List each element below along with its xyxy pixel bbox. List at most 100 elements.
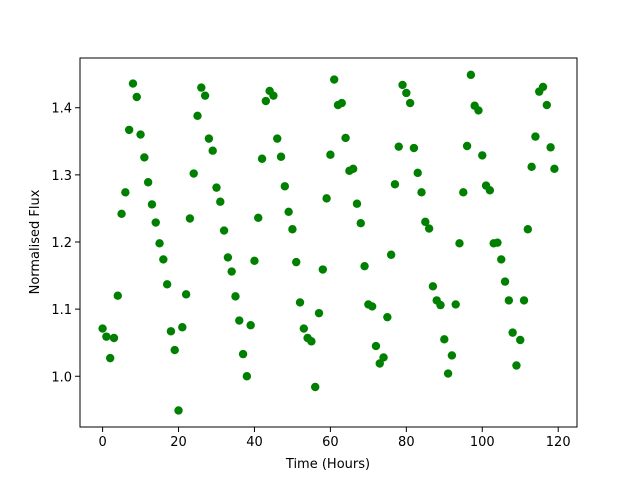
point (162, 280, 172, 289)
point (109, 333, 119, 343)
point (538, 82, 548, 92)
point (447, 351, 457, 360)
point (178, 323, 187, 332)
point (443, 369, 453, 378)
point (337, 98, 346, 108)
point (288, 225, 297, 234)
point (200, 91, 210, 100)
point (379, 353, 388, 362)
point (500, 277, 510, 286)
point (409, 143, 419, 153)
point (311, 382, 320, 392)
point (356, 219, 365, 228)
point (542, 100, 552, 110)
axes-frame (79, 57, 578, 428)
point (508, 328, 517, 337)
point (314, 308, 324, 318)
point (455, 239, 464, 248)
point (474, 106, 483, 115)
point (261, 96, 271, 106)
point (227, 267, 236, 276)
point (405, 98, 415, 108)
x-tick-label: 120 (546, 435, 571, 450)
point (155, 239, 164, 248)
point (208, 146, 217, 155)
point (424, 224, 434, 233)
point (398, 80, 407, 90)
point (504, 296, 514, 305)
point (390, 180, 400, 189)
point (117, 209, 126, 219)
point (546, 143, 555, 152)
point (212, 183, 221, 192)
point (329, 75, 339, 84)
point (516, 335, 525, 345)
point (269, 91, 278, 100)
point (174, 406, 183, 415)
point (216, 197, 225, 206)
point (121, 188, 130, 197)
point (235, 316, 244, 325)
point (159, 255, 168, 264)
point (512, 361, 521, 370)
y-axis-label: Normalised Flux (28, 189, 43, 294)
point (147, 200, 157, 209)
point (421, 217, 430, 227)
point (105, 353, 115, 363)
plot-area (80, 58, 577, 427)
x-tick-label: 0 (98, 435, 106, 450)
point (223, 253, 233, 262)
point (493, 238, 502, 247)
point (318, 265, 328, 274)
point (466, 70, 476, 80)
point (238, 349, 248, 359)
y-tick-label: 1.3 (51, 169, 72, 184)
point (124, 125, 134, 135)
point (371, 341, 381, 351)
point (193, 111, 202, 120)
y-tick-label: 1.2 (51, 236, 72, 251)
point (132, 92, 141, 102)
point (436, 300, 445, 310)
point (276, 152, 286, 161)
point (519, 296, 529, 305)
point (254, 213, 263, 223)
point (383, 312, 392, 322)
x-tick-label: 40 (246, 435, 263, 450)
x-tick-label: 20 (170, 435, 187, 450)
point (322, 194, 331, 203)
point (550, 164, 559, 174)
point (292, 257, 301, 267)
point (348, 164, 358, 174)
point (204, 134, 214, 143)
point (113, 291, 122, 300)
y-tick-label: 1.4 (51, 102, 72, 117)
point (428, 282, 438, 291)
point (367, 302, 377, 311)
point (151, 218, 160, 227)
point (219, 226, 229, 235)
x-tick-label: 80 (398, 435, 415, 450)
point (299, 324, 309, 333)
point (140, 153, 149, 162)
point (402, 88, 411, 98)
point (273, 134, 282, 143)
point (185, 214, 195, 223)
point (440, 335, 449, 344)
point (166, 327, 176, 336)
x-tick-label: 100 (470, 435, 495, 450)
point (451, 300, 460, 309)
point (197, 83, 206, 92)
x-axis-label: Time (Hours) (285, 457, 370, 472)
point (527, 162, 536, 172)
point (341, 133, 350, 143)
point (231, 292, 240, 301)
point (523, 225, 533, 234)
point (242, 372, 252, 381)
point (181, 290, 191, 299)
point (295, 298, 305, 307)
point (360, 261, 369, 271)
point (394, 142, 403, 151)
y-tick-label: 1.1 (51, 303, 72, 318)
